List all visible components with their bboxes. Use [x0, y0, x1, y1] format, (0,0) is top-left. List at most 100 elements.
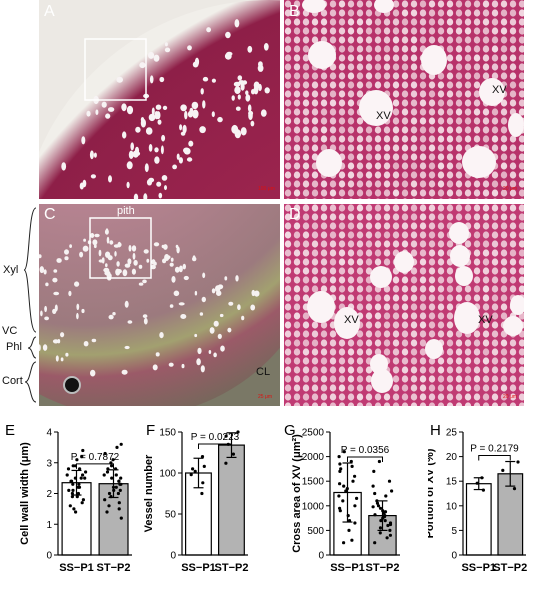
cell-lumen — [311, 18, 319, 26]
cell-lumen — [338, 27, 346, 35]
data-point — [338, 469, 342, 473]
cell-lumen — [473, 108, 481, 116]
data-point — [338, 482, 342, 486]
data-point — [71, 482, 75, 486]
cell-lumen — [410, 117, 418, 125]
data-point — [373, 513, 377, 517]
cell-lumen — [284, 204, 292, 212]
cell-lumen — [428, 153, 436, 161]
cell-lumen — [302, 45, 310, 53]
vessel-dot — [90, 174, 96, 179]
cell-lumen — [329, 81, 337, 89]
cell-lumen — [500, 240, 508, 248]
vessel-dot — [201, 296, 206, 303]
vessel-dot — [145, 127, 153, 135]
cell-lumen — [401, 204, 409, 212]
cell-lumen — [329, 36, 337, 44]
cell-lumen — [412, 198, 416, 199]
cell-lumen — [320, 348, 328, 356]
cell-lumen — [437, 153, 445, 161]
cell-lumen — [482, 357, 490, 365]
cell-lumen — [383, 249, 391, 257]
data-point — [75, 495, 79, 499]
data-point — [342, 484, 346, 488]
cell-lumen — [311, 189, 319, 197]
data-point — [372, 469, 376, 473]
cell-lumen — [482, 240, 490, 248]
cell-lumen — [446, 204, 454, 212]
data-point — [337, 494, 341, 498]
cell-lumen — [302, 18, 310, 26]
vessel-dot — [60, 332, 65, 338]
cell-lumen — [365, 231, 373, 239]
vessel-dot — [140, 118, 146, 128]
data-point — [66, 467, 71, 471]
cell-lumen — [446, 171, 454, 179]
cell-lumen — [509, 384, 517, 392]
cell-lumen — [491, 108, 499, 116]
cell-lumen — [356, 36, 364, 44]
data-point — [378, 506, 383, 510]
vessel-dot — [139, 62, 146, 69]
cell-lumen — [419, 330, 427, 338]
x-category-label: SS−P1 — [461, 562, 496, 574]
y-axis-label: Cell wall width (μm) — [19, 442, 31, 545]
vessel-dot — [138, 264, 143, 269]
cell-lumen — [509, 339, 517, 347]
cell-lumen — [446, 144, 454, 152]
x-category-label: SS−P1 — [59, 562, 94, 574]
xylem-vessel — [370, 354, 388, 374]
vessel-dot — [194, 333, 198, 338]
xylem-vessel — [302, 0, 326, 13]
cell-lumen — [374, 180, 382, 188]
vessel-dot — [153, 54, 160, 62]
cell-lumen — [428, 204, 436, 212]
vessel-dot — [199, 312, 204, 316]
cell-lumen — [518, 249, 524, 257]
cell-lumen — [500, 117, 508, 125]
cell-lumen — [320, 126, 328, 134]
cell-lumen — [329, 99, 337, 107]
cell-lumen — [410, 384, 418, 392]
cell-lumen — [410, 303, 418, 311]
data-point — [378, 526, 383, 530]
cell-lumen — [518, 258, 524, 266]
vessel-dot — [224, 276, 228, 281]
vessel-dot — [227, 327, 232, 333]
cell-lumen — [284, 72, 292, 80]
cell-lumen — [401, 153, 409, 161]
cell-lumen — [311, 117, 319, 125]
cell-lumen — [284, 117, 292, 125]
cell-lumen — [302, 258, 310, 266]
cell-lumen — [284, 366, 292, 374]
cell-lumen — [482, 285, 490, 293]
cell-lumen — [482, 375, 490, 383]
data-point — [81, 448, 85, 453]
cell-lumen — [419, 36, 427, 44]
vessel-dot — [39, 254, 42, 259]
cell-lumen — [329, 108, 337, 116]
cell-lumen — [518, 108, 524, 116]
cell-lumen — [338, 9, 346, 17]
cell-lumen — [311, 99, 319, 107]
cell-lumen — [455, 162, 463, 170]
cell-lumen — [347, 213, 355, 221]
cell-lumen — [347, 267, 355, 275]
cell-lumen — [338, 240, 346, 248]
cell-lumen — [329, 258, 337, 266]
x-category-label: SS−P1 — [181, 562, 216, 574]
cell-lumen — [365, 267, 373, 275]
cell-lumen — [302, 213, 310, 221]
cell-lumen — [338, 249, 346, 257]
vessel-dot — [101, 101, 107, 108]
y-tick-label: 0 — [46, 551, 52, 562]
cell-lumen — [518, 9, 524, 17]
cell-lumen — [401, 135, 409, 143]
cell-lumen — [320, 18, 328, 26]
cell-lumen — [509, 18, 517, 26]
data-point — [353, 474, 357, 478]
cell-lumen — [410, 267, 418, 275]
cell-lumen — [356, 180, 364, 188]
cell-lumen — [293, 393, 301, 401]
cell-lumen — [446, 240, 454, 248]
